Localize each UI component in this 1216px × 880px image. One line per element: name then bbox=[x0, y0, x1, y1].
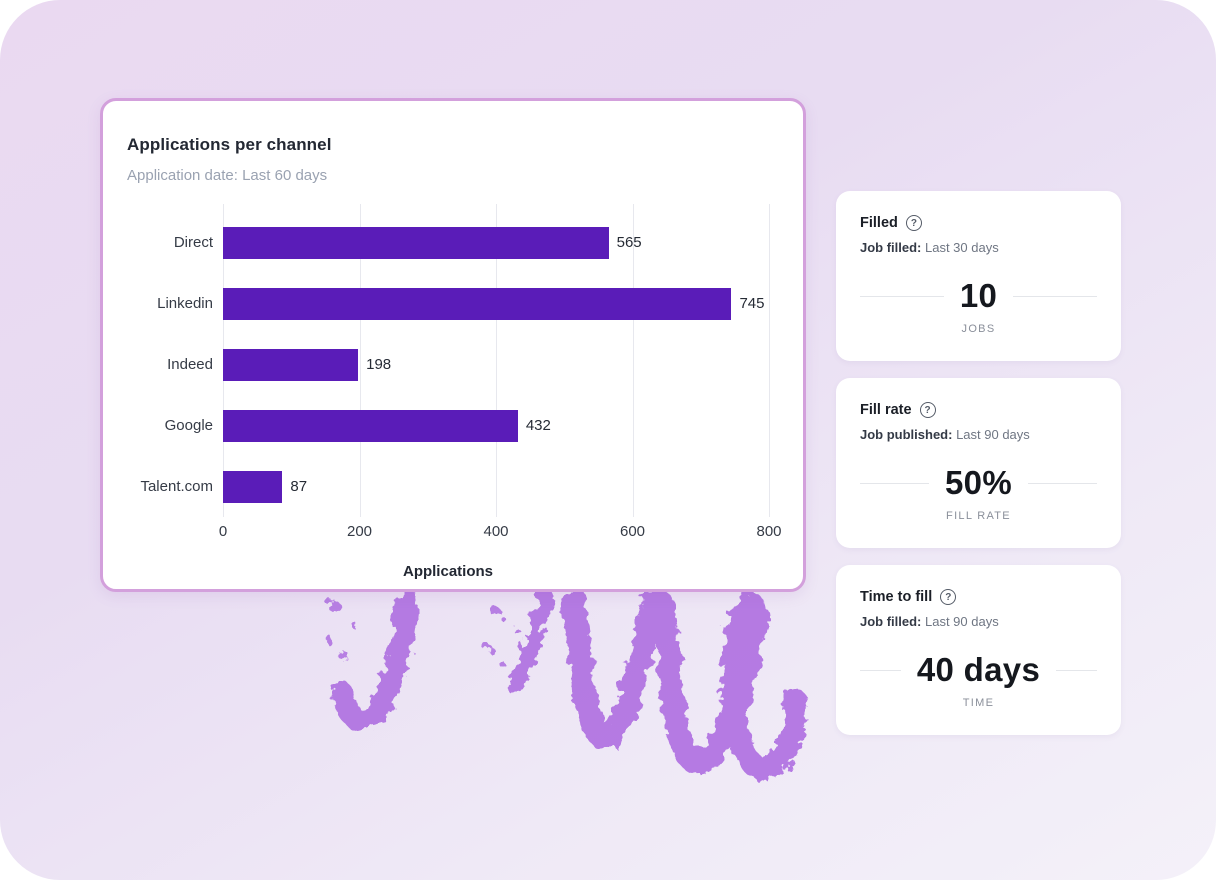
bar-value-label: 565 bbox=[616, 234, 642, 251]
gridline bbox=[359, 204, 361, 517]
x-tick-label: 400 bbox=[483, 523, 509, 540]
x-axis: 0 200 400 600 800 bbox=[127, 523, 782, 545]
bar-row: 198 bbox=[223, 334, 769, 395]
plot-area: 565 745 198 432 87 bbox=[223, 204, 770, 517]
y-axis-label: Talent.com bbox=[140, 478, 213, 495]
x-tick-label: 600 bbox=[619, 523, 646, 540]
stat-title: Fill rate bbox=[860, 402, 912, 418]
divider-line bbox=[860, 482, 930, 484]
gridline bbox=[496, 204, 497, 517]
x-tick-label: 200 bbox=[346, 523, 373, 540]
chart-subtitle: Application date: Last 60 days bbox=[127, 167, 328, 184]
divider-line bbox=[1013, 295, 1097, 297]
bar-indeed[interactable] bbox=[223, 348, 359, 381]
chart-title: Applications per channel bbox=[127, 135, 332, 154]
x-tick-label: 800 bbox=[756, 523, 782, 540]
stat-title: Time to fill bbox=[860, 589, 933, 605]
scribble-decoration bbox=[325, 586, 807, 780]
bar-value-label: 432 bbox=[525, 417, 551, 434]
stat-unit: TIME bbox=[962, 697, 995, 709]
y-axis-label: Indeed bbox=[167, 356, 213, 373]
bar-value-label: 87 bbox=[290, 478, 308, 495]
y-axis-label: Direct bbox=[173, 234, 213, 251]
x-axis-title: Applications bbox=[402, 563, 493, 580]
help-icon[interactable]: ? bbox=[919, 402, 936, 418]
bar-value-label: 745 bbox=[739, 295, 765, 312]
bar-row: 565 bbox=[223, 212, 769, 273]
stat-filter: Job filled: Last 90 days bbox=[860, 614, 999, 629]
stat-title: Filled bbox=[860, 215, 898, 231]
gridline bbox=[632, 204, 634, 517]
applications-chart-card: Applications per channel Application dat… bbox=[100, 98, 806, 592]
stat-value: 50% bbox=[945, 464, 1012, 501]
y-axis-label: Google bbox=[164, 417, 213, 434]
stat-card-time-to-fill: Time to fill ? Job filled: Last 90 days … bbox=[836, 565, 1121, 735]
bar-direct[interactable] bbox=[223, 226, 609, 259]
stats-column: Filled ? Job filled: Last 30 days 10 JOB… bbox=[836, 191, 1121, 735]
stat-card-fill-rate: Fill rate ? Job published: Last 90 days … bbox=[836, 378, 1121, 548]
help-icon[interactable]: ? bbox=[905, 215, 922, 231]
stat-filter: Job published: Last 90 days bbox=[860, 427, 1030, 442]
divider-line bbox=[1027, 482, 1098, 484]
divider-line bbox=[1056, 669, 1098, 671]
y-axis-label: Linkedin bbox=[157, 295, 213, 312]
stat-card-filled: Filled ? Job filled: Last 30 days 10 JOB… bbox=[836, 191, 1121, 361]
gridline bbox=[769, 204, 770, 517]
x-axis-ticks: 0 200 400 600 800 bbox=[219, 523, 782, 545]
stat-value: 40 days bbox=[916, 651, 1041, 688]
bar-row: 432 bbox=[223, 395, 769, 456]
divider-line bbox=[860, 295, 944, 297]
bar-chart: Direct Linkedin Indeed Google Talent.com 565… bbox=[127, 204, 770, 517]
bar-row: 87 bbox=[223, 456, 769, 517]
bar-row: 745 bbox=[223, 273, 769, 334]
y-axis-labels: Direct Linkedin Indeed Google Talent.com bbox=[127, 204, 223, 517]
stat-value: 10 bbox=[959, 277, 998, 314]
bar-linkedin[interactable] bbox=[223, 287, 732, 320]
stat-filter: Job filled: Last 30 days bbox=[860, 240, 999, 255]
help-icon[interactable]: ? bbox=[940, 589, 957, 605]
x-tick-label: 0 bbox=[218, 523, 228, 540]
stat-unit: JOBS bbox=[961, 323, 996, 335]
bar-talent-com[interactable] bbox=[223, 470, 283, 503]
bar-value-label: 198 bbox=[366, 356, 392, 373]
divider-line bbox=[860, 669, 901, 671]
stat-unit: FILL RATE bbox=[946, 510, 1011, 522]
bar-google[interactable] bbox=[223, 409, 518, 442]
